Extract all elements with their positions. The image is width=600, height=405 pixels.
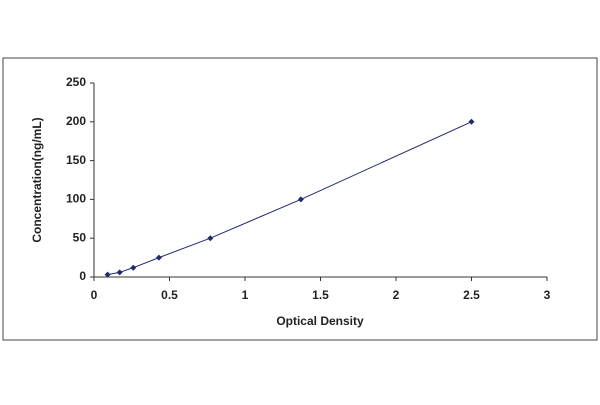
y-axis-label: Concentration(ng/mL) <box>30 117 44 242</box>
x-tick-label: 1.5 <box>312 288 329 302</box>
data-point <box>116 269 123 276</box>
chart-frame <box>2 57 598 341</box>
x-tick-label: 2 <box>393 288 400 302</box>
y-tick-label: 250 <box>66 75 86 89</box>
y-tick-label: 50 <box>73 230 87 244</box>
data-point <box>207 235 214 242</box>
series-line <box>107 121 472 276</box>
x-tick-label: 0 <box>91 288 98 302</box>
x-axis-label: Optical Density <box>276 314 364 328</box>
y-tick-label: 0 <box>79 269 86 283</box>
data-point <box>130 264 137 271</box>
x-tick-label: 1 <box>242 288 249 302</box>
x-tick-label: 0.5 <box>161 288 178 302</box>
data-point <box>104 271 111 278</box>
x-tick-label: 3 <box>544 288 551 302</box>
data-point <box>155 254 162 261</box>
x-tick-label: 2.5 <box>463 288 480 302</box>
y-tick-label: 100 <box>66 192 86 206</box>
y-tick-label: 150 <box>66 153 86 167</box>
y-tick-label: 200 <box>66 114 86 128</box>
data-point <box>297 196 304 203</box>
data-point <box>468 118 475 125</box>
